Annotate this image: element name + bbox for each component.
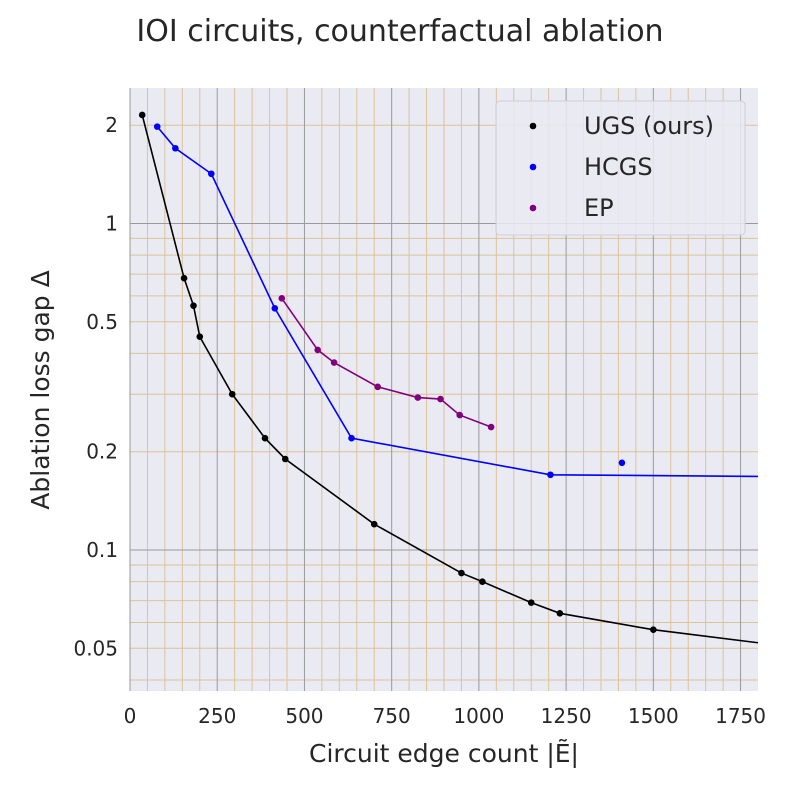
y-tick-label: 0.1 [86, 538, 118, 562]
series-line [141, 114, 759, 644]
data-point [207, 170, 215, 178]
y-tick-label: 0.05 [73, 636, 118, 660]
grid [129, 88, 758, 691]
y-tick-label: 0.2 [86, 440, 118, 464]
x-tick-label: 0 [124, 704, 137, 728]
series-1 [153, 123, 759, 479]
data-point [196, 333, 204, 341]
x-tick-label: 250 [198, 704, 236, 728]
series-layer [138, 111, 759, 644]
x-tick-label: 1500 [628, 704, 679, 728]
series-0 [138, 111, 759, 644]
legend-box [495, 100, 746, 236]
data-point [479, 578, 486, 585]
series-2 [278, 295, 495, 431]
data-point [456, 411, 464, 419]
data-point [172, 144, 179, 152]
chart-title: IOI circuits, counterfactual ablation [136, 14, 663, 49]
data-point [190, 302, 197, 310]
x-axis-label: Circuit edge count |Ẽ| [309, 738, 579, 768]
x-tick-label: 750 [373, 704, 411, 728]
data-point [278, 295, 286, 302]
data-point [650, 626, 657, 634]
data-point [374, 383, 382, 391]
tick-labels: 0 250 500 750 1000 1250 1500 1750 0.05 0.1 0.2 0.5 1… [73, 113, 766, 728]
y-tick-label: 1 [105, 211, 118, 235]
data-point [437, 395, 444, 403]
data-point [281, 455, 289, 463]
data-point [414, 394, 422, 401]
data-point [180, 274, 188, 282]
data-point [618, 459, 626, 467]
data-point [228, 390, 236, 398]
data-point [330, 359, 338, 366]
data-point [556, 609, 564, 617]
x-tick-label: 1250 [541, 704, 592, 728]
data-point [138, 111, 146, 119]
data-point [527, 599, 535, 606]
data-point [547, 471, 554, 479]
data-point [261, 434, 269, 442]
x-tick-label: 1000 [453, 704, 504, 728]
data-point [271, 304, 279, 312]
legend-marker [529, 122, 537, 130]
legend: UGS (ours) HCGS EP [495, 100, 746, 236]
legend-label: UGS (ours) [584, 112, 714, 140]
legend-label: EP [584, 194, 614, 222]
x-tick-label: 500 [285, 704, 323, 728]
data-point [487, 423, 495, 431]
data-point [314, 346, 322, 354]
legend-marker [529, 204, 537, 212]
data-point [153, 123, 161, 130]
y-axis-label: Ablation loss gap Δ [26, 270, 55, 509]
legend-marker [529, 163, 537, 171]
y-tick-label: 2 [105, 113, 118, 137]
x-tick-label: 1750 [715, 704, 766, 728]
y-tick-label: 0.5 [86, 310, 118, 334]
data-point [348, 434, 355, 442]
series-line [281, 297, 492, 428]
legend-label: HCGS [584, 153, 653, 181]
data-point [370, 520, 378, 528]
data-point [458, 569, 465, 577]
